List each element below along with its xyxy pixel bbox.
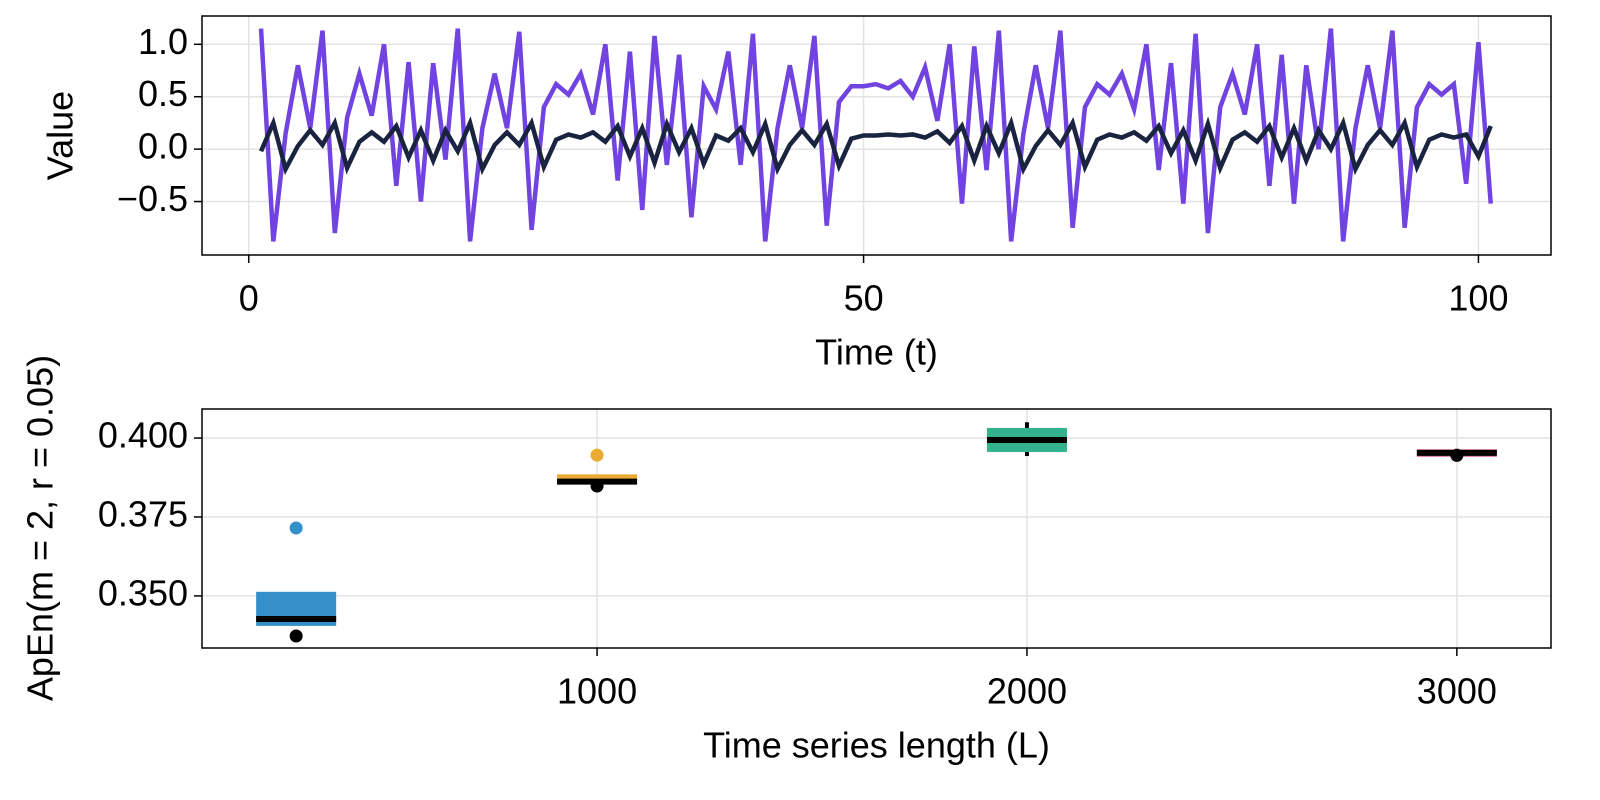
y-tick-label: −0.5	[117, 178, 188, 219]
point	[289, 629, 303, 643]
y-axis-title: Value	[40, 91, 81, 180]
outlier	[289, 521, 303, 535]
line-series	[258, 115, 1493, 176]
y-tick-label: 1.0	[138, 21, 188, 62]
x-tick-label: 3000	[1417, 671, 1497, 712]
y-tick-label: 0.350	[98, 572, 188, 613]
line-series	[258, 28, 1493, 242]
x-tick-label: 1000	[557, 671, 637, 712]
plot-frame	[201, 15, 1552, 256]
point	[1450, 448, 1464, 462]
plot-background	[202, 409, 1551, 648]
plot-frame	[201, 408, 1552, 649]
x-tick-label: 50	[844, 278, 884, 319]
y-tick-label: 0.5	[138, 73, 188, 114]
point	[590, 479, 604, 493]
y-tick-label: 0.375	[98, 493, 188, 534]
y-axis-title: ApEn(m = 2, r = 0.05)	[20, 355, 61, 701]
x-axis-title: Time (t)	[815, 332, 938, 373]
outlier	[590, 448, 604, 462]
x-axis-title: Time series length (L)	[703, 725, 1050, 766]
x-tick-label: 0	[239, 278, 259, 319]
x-tick-label: 2000	[987, 671, 1067, 712]
y-tick-label: 0.400	[98, 415, 188, 456]
y-tick-label: 0.0	[138, 126, 188, 167]
x-tick-label: 100	[1448, 278, 1508, 319]
